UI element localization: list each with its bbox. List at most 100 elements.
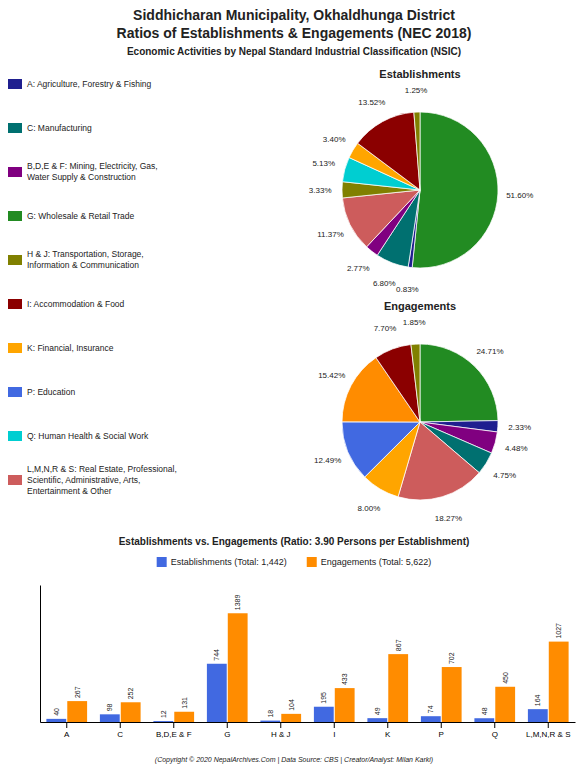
- legend-swatch: [8, 475, 22, 485]
- legend-entry: Establishments (Total: 1,442): [157, 557, 287, 567]
- data-label: 8.00%: [358, 504, 381, 513]
- x-tick-label: B,D,E & F: [156, 730, 192, 739]
- bar: [442, 667, 462, 722]
- pie-title: Establishments: [379, 68, 460, 80]
- data-label: 15.42%: [318, 371, 345, 380]
- x-tick: B,D,E & F: [156, 722, 192, 739]
- bar: [260, 721, 280, 722]
- data-label: 51.60%: [506, 191, 533, 200]
- bar: [421, 716, 441, 722]
- data-label: 744: [213, 649, 220, 661]
- legend-label: A: Agriculture, Forestry & Fishing: [27, 79, 152, 89]
- data-label: 1.85%: [403, 318, 426, 327]
- legend-swatch: [8, 211, 22, 221]
- x-tick-label: A: [64, 730, 70, 739]
- data-label: 13.52%: [358, 98, 385, 107]
- x-tick-mark: [548, 722, 549, 728]
- x-tick-mark: [494, 722, 495, 728]
- x-tick-mark: [334, 722, 335, 728]
- bar: [228, 613, 248, 722]
- pie-labels: 24.71%2.33%4.48%4.75%18.27%8.00%12.49%15…: [314, 318, 531, 522]
- x-tick: C: [117, 722, 123, 739]
- bar: [207, 664, 227, 722]
- legend-entry: L,M,N,R & S: Real Estate, Professional,S…: [8, 464, 177, 496]
- title: Ratios of Establishments & Engagements (…: [117, 25, 472, 41]
- data-label: 867: [395, 639, 402, 651]
- legend-label: B,D,E & F: Mining, Electricity, Gas,Wate…: [27, 161, 158, 182]
- bar: [100, 714, 120, 722]
- bar: [549, 642, 569, 722]
- x-tick-mark: [173, 722, 174, 728]
- data-label: 267: [74, 686, 81, 698]
- pie-slice: [342, 422, 420, 477]
- legend-entry: G: Wholesale & Retail Trade: [8, 211, 135, 221]
- data-label: 164: [534, 694, 541, 706]
- x-tick: L,M,N,R & S: [526, 722, 570, 739]
- x-tick: A: [64, 722, 70, 739]
- legend-label: G: Wholesale & Retail Trade: [27, 211, 135, 221]
- data-label: 74: [427, 705, 434, 713]
- data-label: 131: [181, 697, 188, 709]
- data-label: 4.48%: [505, 444, 528, 453]
- x-tick: I: [333, 722, 335, 739]
- legend-label: K: Financial, Insurance: [27, 343, 114, 353]
- data-label: 2.33%: [508, 423, 531, 432]
- legend-entry: K: Financial, Insurance: [8, 343, 114, 353]
- data-label: 18.27%: [435, 514, 462, 523]
- bars: [46, 613, 568, 722]
- legend-label: C: Manufacturing: [27, 123, 92, 133]
- bar: [314, 707, 334, 722]
- pie-labels: 51.60%0.83%6.80%2.77%11.37%3.33%5.13%3.4…: [309, 86, 533, 294]
- bar: [67, 701, 87, 722]
- chart-root: 51.60%0.83%6.80%2.77%11.37%3.33%5.13%3.4…: [0, 0, 588, 768]
- x-tick-mark: [120, 722, 121, 728]
- legend-label: I: Accommodation & Food: [27, 299, 125, 309]
- bar: [121, 702, 141, 722]
- data-label: 12.49%: [314, 456, 341, 465]
- legend-entry: Engagements (Total: 5,622): [307, 557, 432, 567]
- data-label: 7.70%: [374, 324, 397, 333]
- bar-title: Establishments vs. Engagements (Ratio: 3…: [119, 536, 470, 547]
- x-tick-label: P: [439, 730, 444, 739]
- y-axis-line: [40, 586, 41, 723]
- pie-title: Engagements: [384, 300, 456, 312]
- pie-slice: [411, 344, 420, 422]
- data-label: 4.75%: [493, 471, 516, 480]
- legend: A: Agriculture, Forestry & Fishing C: Man…: [8, 79, 177, 496]
- x-tick: G: [224, 722, 230, 739]
- legend-entry: H & J: Transportation, Storage,Informati…: [8, 249, 144, 270]
- x-tick-mark: [387, 722, 388, 728]
- legend-label: Establishments (Total: 1,442): [171, 557, 287, 567]
- legend-swatch: [157, 557, 167, 567]
- data-label: 433: [341, 673, 348, 685]
- x-tick-label: H & J: [271, 730, 291, 739]
- legend-entry: I: Accommodation & Food: [8, 299, 125, 309]
- pie-slice: [420, 344, 498, 422]
- chart-container: 51.60%0.83%6.80%2.77%11.37%3.33%5.13%3.4…: [0, 0, 588, 768]
- data-label: 3.33%: [309, 186, 332, 195]
- pie-slice: [412, 112, 498, 268]
- pie-slice: [376, 345, 420, 422]
- legend-swatch: [8, 387, 22, 397]
- bar: [528, 709, 548, 722]
- x-tick-mark: [227, 722, 228, 728]
- x-tick-label: L,M,N,R & S: [526, 730, 570, 739]
- legend-swatch: [8, 255, 22, 265]
- data-label: 702: [448, 652, 455, 664]
- data-label: 2.77%: [347, 264, 370, 273]
- data-label: 18: [267, 710, 274, 718]
- data-label: 6.80%: [373, 279, 396, 288]
- legend-swatch: [8, 167, 22, 177]
- data-label: 40: [53, 708, 60, 716]
- bar: [174, 712, 194, 722]
- x-tick-mark: [280, 722, 281, 728]
- x-tick-label: G: [224, 730, 230, 739]
- legend-label: Engagements (Total: 5,622): [321, 557, 432, 567]
- data-label: 1.25%: [405, 86, 428, 95]
- legend-swatch: [8, 299, 22, 309]
- data-label: 48: [481, 707, 488, 715]
- pie-slice: [358, 112, 420, 190]
- data-label: 12: [160, 710, 167, 718]
- y-axis: [40, 586, 41, 723]
- pie: [342, 112, 498, 268]
